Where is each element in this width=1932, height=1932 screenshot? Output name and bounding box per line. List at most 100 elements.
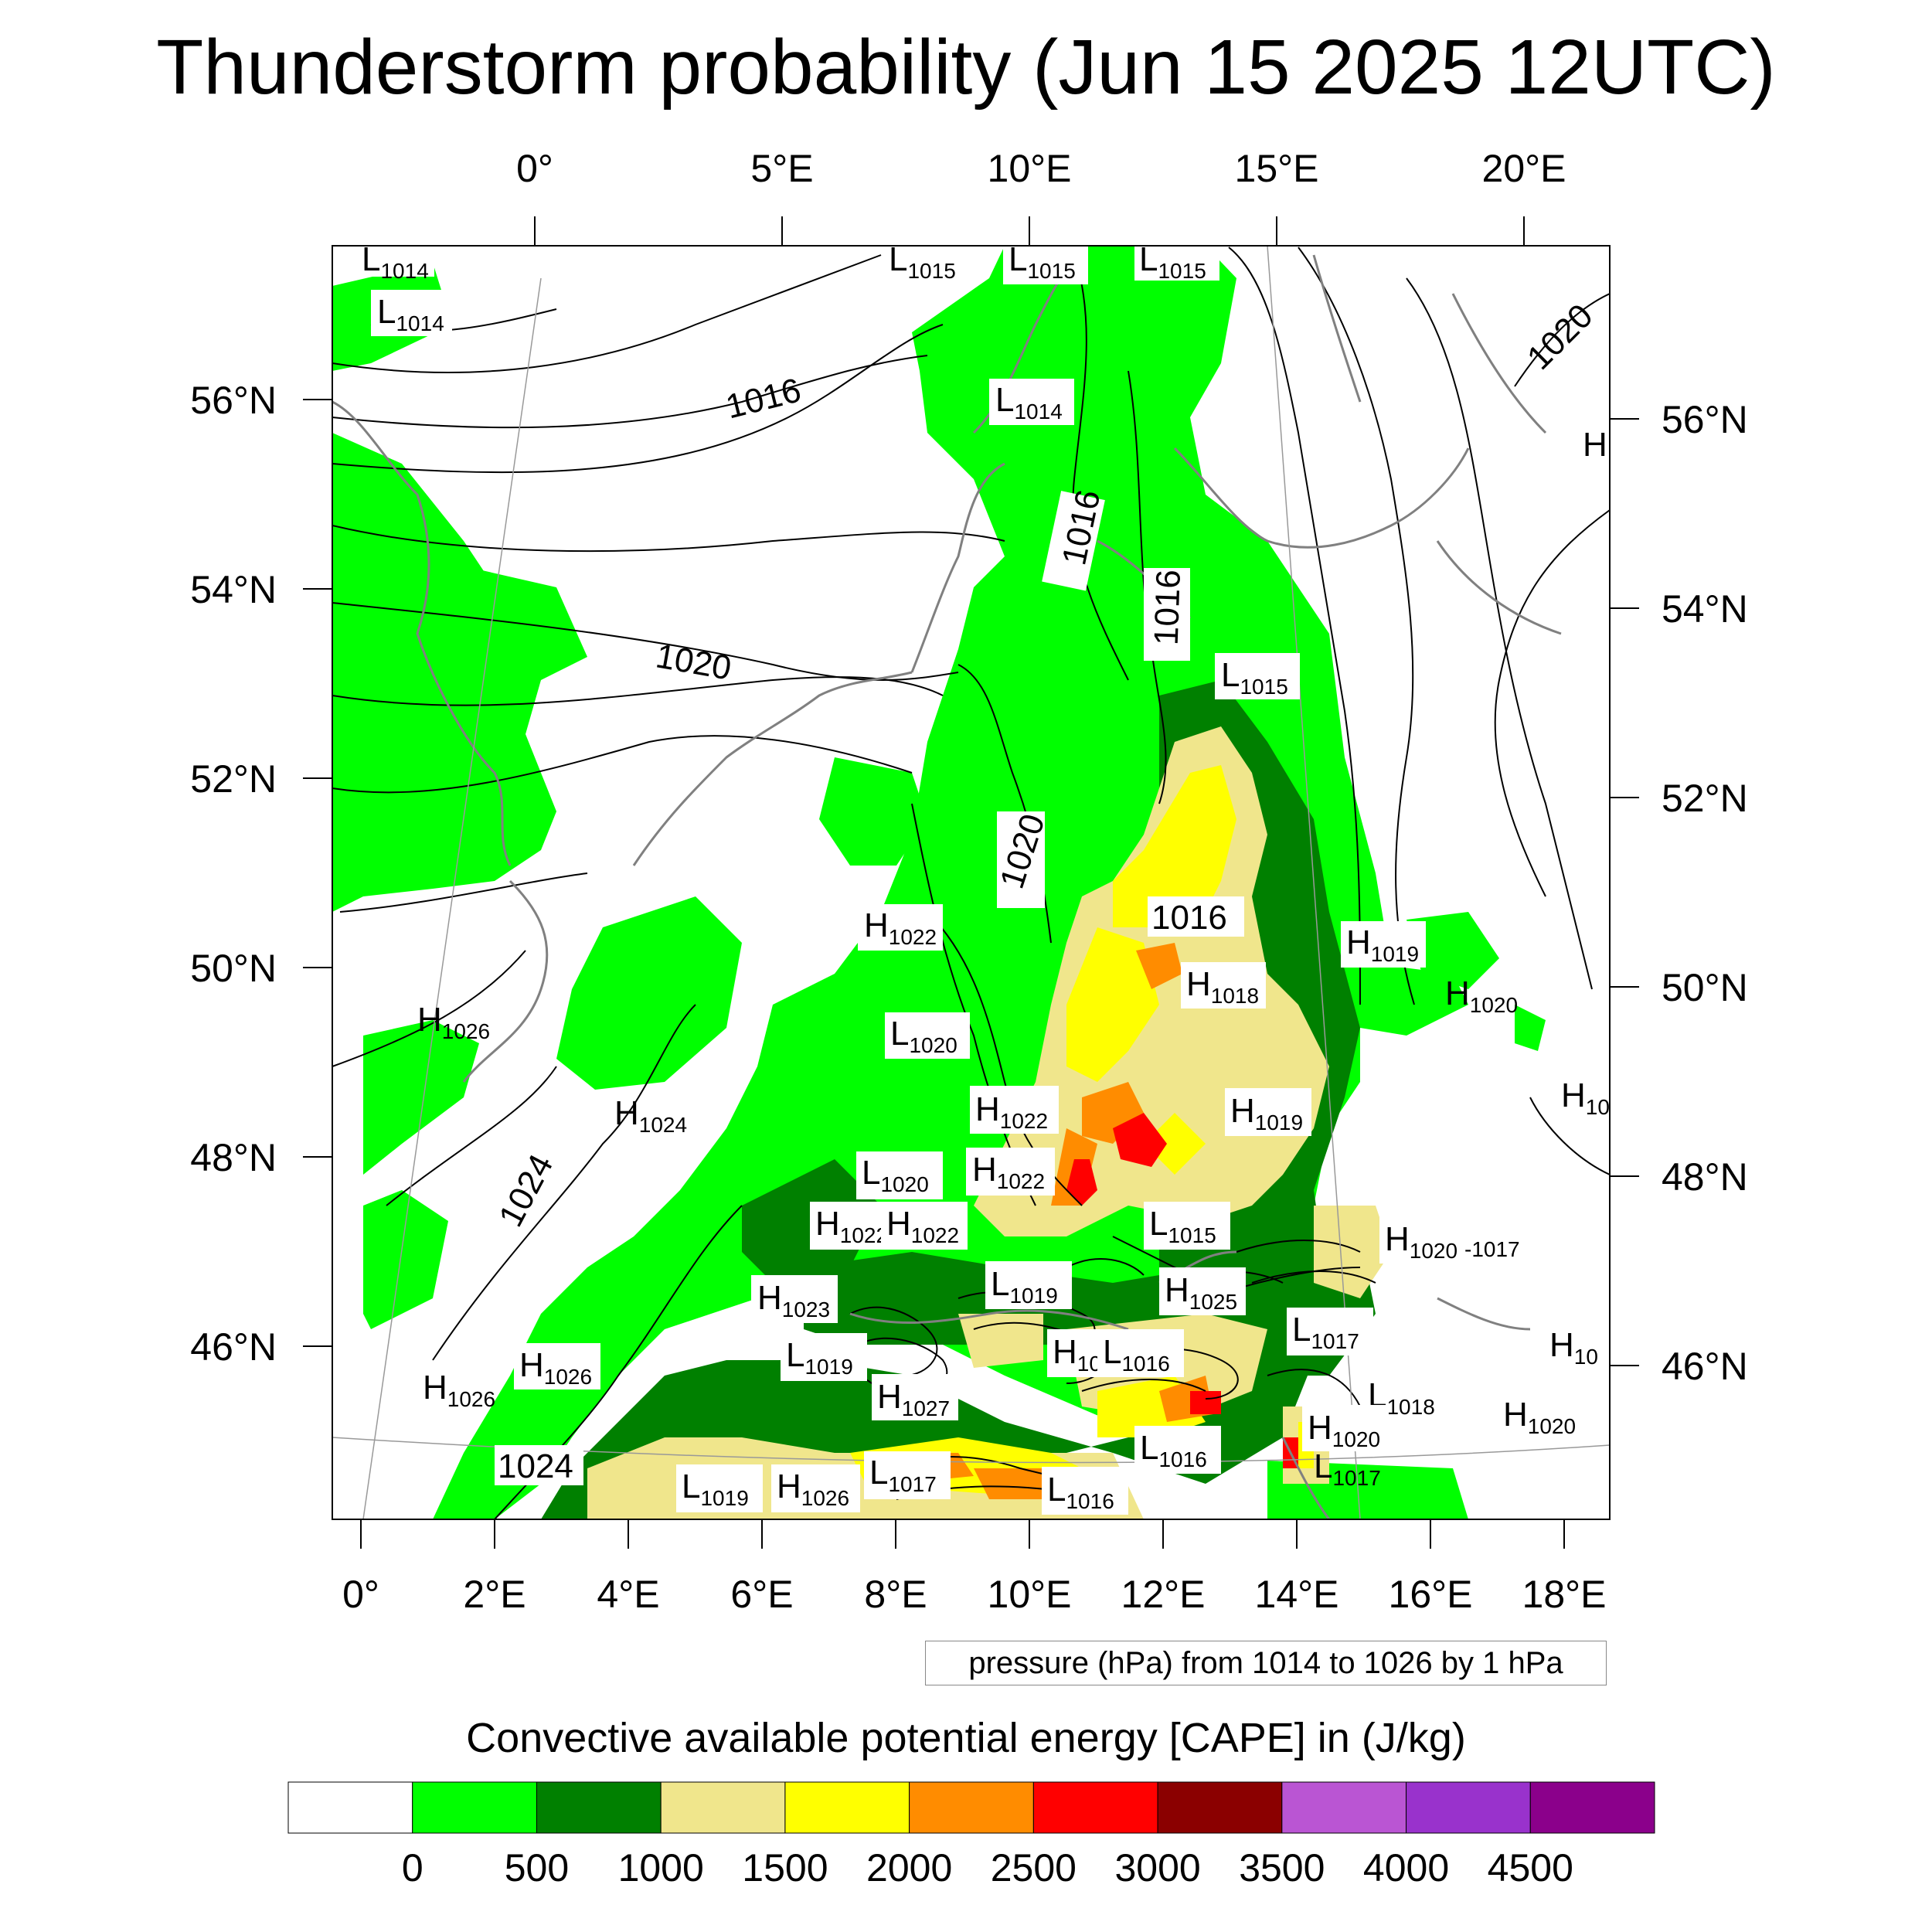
- lon-label: 18°E: [1522, 1573, 1607, 1616]
- svg-text:H1020: H1020: [1385, 1220, 1458, 1263]
- pressure-center: L1015: [885, 246, 970, 283]
- pressure-center: H1022: [966, 1148, 1055, 1196]
- svg-text:H1022: H1022: [886, 1205, 959, 1247]
- svg-text:L1017: L1017: [869, 1454, 937, 1496]
- lat-label: 46°N: [190, 1325, 277, 1369]
- lat-label: 46°N: [1662, 1345, 1748, 1388]
- colorbar-label: 3500: [1239, 1846, 1325, 1889]
- pressure-center: L1019: [781, 1333, 867, 1381]
- svg-text:H1024: H1024: [614, 1094, 687, 1137]
- lon-label: 10°E: [988, 1573, 1072, 1616]
- pressure-center: L1020: [885, 1012, 970, 1059]
- pressure-center: L1015: [1144, 1202, 1230, 1250]
- svg-text:H1022: H1022: [864, 906, 937, 949]
- pressure-center: L1016: [1097, 1329, 1184, 1377]
- svg-text:L1019: L1019: [786, 1336, 853, 1379]
- contour-label: 1016: [1148, 569, 1188, 646]
- colorbar-swatch: [412, 1781, 537, 1834]
- left-ticks: [303, 399, 332, 1347]
- svg-text:H10: H10: [1053, 1333, 1101, 1376]
- pressure-center: H10: [1549, 1326, 1598, 1369]
- lat-label: 50°N: [1662, 966, 1748, 1009]
- colorbar-swatch: [1529, 1781, 1655, 1834]
- pressure-center: H1023: [751, 1275, 838, 1323]
- lon-label: 8°E: [864, 1573, 927, 1616]
- pressure-centers: L1014 L1014 L1015 L1015 L1015 L1014 H L1…: [357, 240, 1610, 1515]
- lat-label: 54°N: [1662, 587, 1748, 631]
- lon-label: 12°E: [1121, 1573, 1206, 1616]
- lat-label: 56°N: [1662, 398, 1748, 441]
- pressure-center: H1020: [1379, 1217, 1466, 1264]
- svg-text:H1020: H1020: [1503, 1396, 1576, 1438]
- contour-label-box: [1148, 896, 1244, 937]
- colorbar-title: Convective available potential energy [C…: [466, 1715, 1466, 1761]
- colorbar-label: 2000: [866, 1846, 952, 1889]
- pressure-center: H10: [1047, 1329, 1101, 1377]
- colorbar-label: 1500: [742, 1846, 828, 1889]
- pressure-note: pressure (hPa) from 1014 to 1026 by 1 hP…: [925, 1641, 1607, 1685]
- right-ticks: [1610, 418, 1639, 1366]
- lon-label: 14°E: [1255, 1573, 1339, 1616]
- lon-label: 0°: [342, 1573, 379, 1616]
- pressure-center: L1015: [1215, 653, 1300, 699]
- pressure-center: H1024: [614, 1094, 687, 1137]
- svg-text:H1025: H1025: [1165, 1271, 1237, 1314]
- svg-text:H1027: H1027: [877, 1378, 950, 1420]
- svg-text:L1015: L1015: [1139, 240, 1206, 283]
- pressure-center: L1016: [1134, 1426, 1221, 1474]
- svg-text:H1020: H1020: [1308, 1409, 1380, 1451]
- lon-label: 4°E: [597, 1573, 659, 1616]
- pressure-center: H1022: [858, 904, 943, 951]
- svg-text:H1022: H1022: [972, 1151, 1045, 1193]
- top-lon-labels: 0° 5°E 10°E 15°E 20°E: [516, 147, 1566, 190]
- pressure-center: H10: [1561, 1077, 1610, 1119]
- pressure-center: H1022: [881, 1202, 968, 1250]
- map-title: Thunderstorm probability (Jun 15 2025 12…: [156, 24, 1776, 111]
- colorbar-swatch: [1406, 1781, 1531, 1834]
- lon-label: 10°E: [988, 147, 1072, 190]
- svg-text:L1020: L1020: [862, 1154, 929, 1196]
- contour-label: 1024: [498, 1447, 573, 1485]
- svg-text:L1015: L1015: [1149, 1205, 1216, 1247]
- pressure-center: L1017: [1287, 1308, 1373, 1355]
- lon-label: 6°E: [730, 1573, 793, 1616]
- svg-text:L1019: L1019: [682, 1468, 749, 1510]
- contour-label: 1016: [1151, 899, 1227, 937]
- colorbar-label: 0: [402, 1846, 423, 1889]
- pressure-center: H1027: [872, 1374, 958, 1420]
- svg-text:L1014: L1014: [377, 293, 444, 335]
- pressure-center: L1019: [676, 1464, 763, 1512]
- top-ticks: [534, 216, 1525, 246]
- colorbar-swatch: [1281, 1781, 1407, 1834]
- bottom-lon-labels: 0° 2°E 4°E 6°E 8°E 10°E 12°E 14°E 16°E 1…: [342, 1573, 1606, 1616]
- contour-label-box: [997, 811, 1045, 908]
- colorbar-swatch: [1157, 1781, 1283, 1834]
- svg-text:L1014: L1014: [362, 240, 429, 283]
- pressure-center: H1019: [1225, 1088, 1311, 1136]
- pressure-center: L1019: [985, 1261, 1072, 1309]
- colorbar-swatch: [287, 1781, 413, 1834]
- svg-text:L1020: L1020: [890, 1015, 957, 1057]
- svg-text:H1026: H1026: [777, 1468, 849, 1510]
- colorbar-swatch: [1032, 1781, 1158, 1834]
- lon-label: 5°E: [750, 147, 813, 190]
- pressure-center: H1019: [1341, 921, 1426, 968]
- svg-text:L1015: L1015: [1221, 656, 1288, 699]
- pressure-center: H1022: [810, 1202, 895, 1250]
- pressure-center: L1016: [1042, 1467, 1128, 1515]
- colorbar: 0 500 1000 1500 2000 2500 3000 3500 4000 4500: [287, 1781, 1655, 1889]
- pressure-center: H1020: [1445, 975, 1518, 1017]
- pressure-center: L1014: [989, 379, 1074, 425]
- svg-text:H1023: H1023: [757, 1279, 830, 1321]
- lat-label: 52°N: [1662, 777, 1748, 820]
- lat-label: 56°N: [190, 379, 277, 422]
- svg-text:H1022: H1022: [975, 1090, 1048, 1133]
- svg-text:L1016: L1016: [1103, 1333, 1170, 1376]
- colorbar-label: 500: [505, 1846, 569, 1889]
- map-frame: [332, 245, 1611, 1520]
- pressure-center: H1026: [423, 1369, 495, 1411]
- svg-text:L1019: L1019: [991, 1265, 1058, 1308]
- lat-label: 48°N: [190, 1136, 277, 1179]
- map-area: L1014 L1014 L1015 L1015 L1015 L1014 H L1…: [332, 240, 1610, 1519]
